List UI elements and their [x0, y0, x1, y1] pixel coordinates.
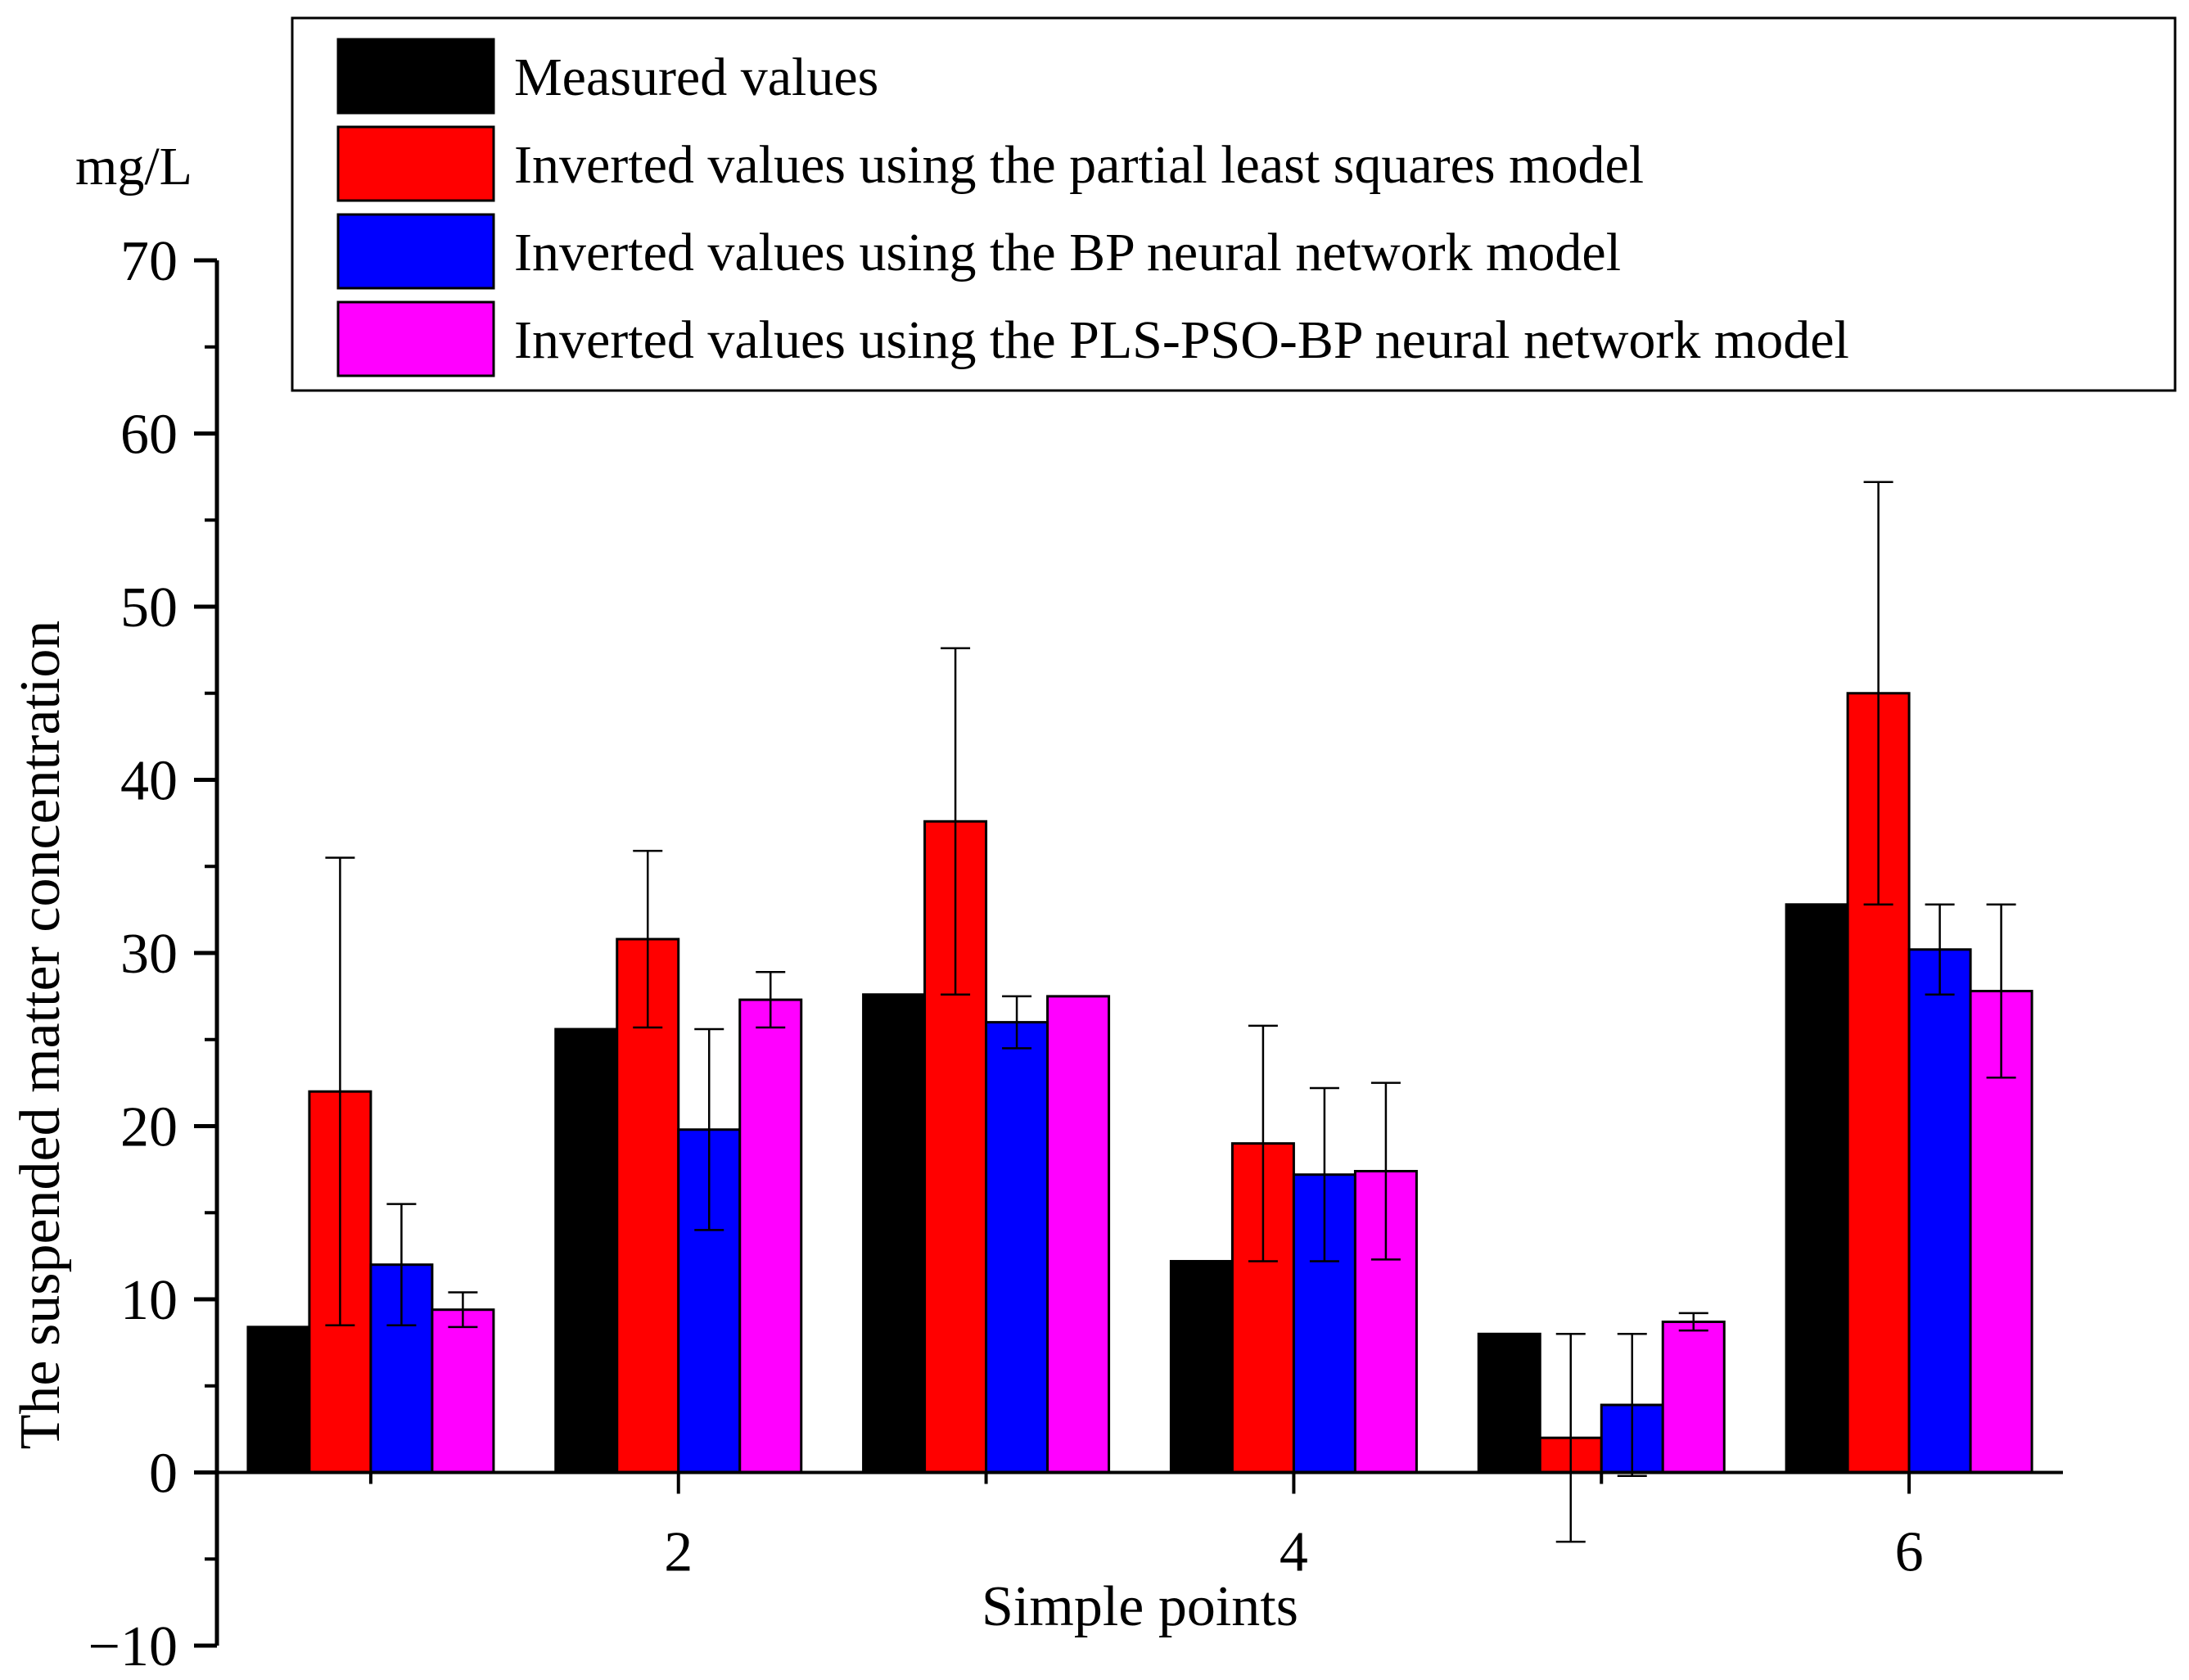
legend-swatch: [336, 213, 495, 290]
bar: [1785, 903, 1849, 1474]
bar: [431, 1308, 495, 1474]
bar: [1661, 1320, 1726, 1474]
y-axis-title: The suspended matter concentration: [9, 621, 72, 1450]
legend-label: Inverted values using the partial least …: [514, 135, 1644, 195]
y-tick-label: 60: [120, 404, 178, 467]
x-axis-title: Simple points: [982, 1575, 1298, 1638]
y-tick-label: 40: [120, 750, 178, 813]
y-tick-label: 50: [120, 576, 178, 639]
bar: [1169, 1259, 1234, 1474]
x-tick-label: 4: [1280, 1521, 1308, 1584]
bar: [1907, 948, 1972, 1474]
bar: [1477, 1332, 1541, 1475]
y-unit-label: mg/L: [75, 137, 192, 196]
bars-layer: [246, 692, 2033, 1475]
error-bars-layer: [325, 481, 2016, 1543]
legend-swatch: [336, 38, 495, 115]
bar: [1046, 995, 1111, 1474]
bar: [862, 993, 927, 1474]
y-tick-label: 20: [120, 1096, 178, 1159]
y-ticks: −10 0 10 20 30 40 50 60 70: [88, 230, 217, 1678]
x-ticks: 2 4 6: [368, 1472, 1924, 1584]
y-tick-label: 0: [149, 1443, 178, 1506]
bar: [985, 1021, 1049, 1474]
y-tick-label: 10: [120, 1269, 178, 1332]
legend-swatch: [336, 125, 495, 202]
legend-label: Measured values: [514, 47, 878, 107]
legend-label: Inverted values using the BP neural netw…: [514, 223, 1621, 282]
x-tick-label: 2: [664, 1521, 693, 1584]
y-tick-label: 30: [120, 923, 178, 986]
bar: [738, 998, 803, 1474]
bar: [246, 1325, 311, 1474]
y-tick-label: 70: [120, 230, 178, 293]
legend-label: Inverted values using the PLS-PSO-BP neu…: [514, 310, 1849, 370]
legend-swatch: [336, 300, 495, 377]
x-tick-label: 6: [1895, 1521, 1924, 1584]
legend: Measured values Inverted values using the…: [291, 16, 2177, 392]
y-tick-label: −10: [88, 1615, 178, 1676]
legend-box: [291, 16, 2177, 392]
bar: [554, 1027, 619, 1475]
